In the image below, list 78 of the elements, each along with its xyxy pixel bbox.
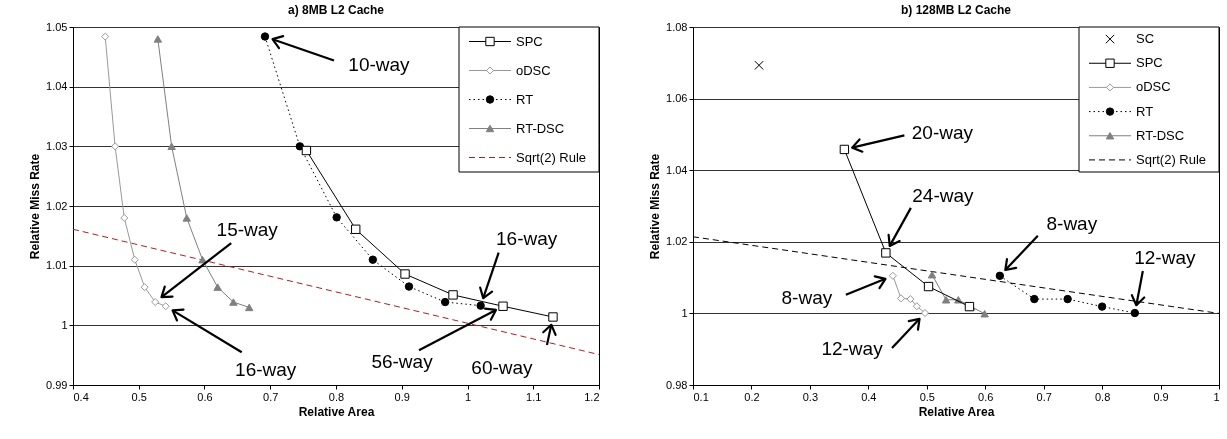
legend-label: RT xyxy=(1136,103,1154,119)
legend-label: oDSC xyxy=(1136,79,1171,95)
x-tick-label: 0.9 xyxy=(1153,390,1169,403)
x-tick-label: 0.2 xyxy=(744,390,760,403)
x-tick-label: 0.1 xyxy=(693,390,709,403)
x-tick-label: 1 xyxy=(1213,390,1220,403)
legend-label: Sqrt(2) Rule xyxy=(1136,151,1207,167)
x-tick-label: 0.5 xyxy=(131,390,147,403)
x-axis-title: Relative Area xyxy=(298,404,375,419)
chart-title: a) 8MB L2 Cache xyxy=(287,3,385,17)
legend-label: SPC xyxy=(516,33,543,49)
annotation: 60-way xyxy=(471,356,534,378)
x-tick-label: 0.8 xyxy=(1094,390,1111,403)
legend-label: RT-DSC xyxy=(516,120,565,136)
x-tick-label: 0.6 xyxy=(978,390,994,403)
legend-label: oDSC xyxy=(516,62,551,78)
y-tick-label: 1 xyxy=(681,306,688,319)
point xyxy=(927,271,937,279)
point xyxy=(980,310,989,318)
x-tick-label: 1 xyxy=(464,390,472,403)
point xyxy=(754,60,764,70)
x-tick-label: 1.2 xyxy=(584,390,600,403)
point xyxy=(897,294,906,303)
y-tick-label: 1.08 xyxy=(666,20,688,33)
x-tick-label: 0.4 xyxy=(861,390,877,403)
y-tick-label: 1.03 xyxy=(46,139,68,152)
annotation: 20-way xyxy=(911,122,974,144)
annotation: 12-way xyxy=(1134,247,1196,269)
x-tick-label: 0.9 xyxy=(394,390,410,403)
x-tick-label: 0.3 xyxy=(802,390,819,403)
point xyxy=(888,271,897,280)
point xyxy=(1097,302,1107,311)
point xyxy=(1130,308,1140,318)
legend-label: RT-DSC xyxy=(1136,127,1185,143)
y-tick-label: 1.06 xyxy=(666,92,688,105)
annotation: 8-way xyxy=(781,286,833,308)
point xyxy=(995,271,1005,281)
y-tick-label: 1.02 xyxy=(666,235,688,248)
annotation: 56-way xyxy=(371,351,434,373)
legend-label: SPC xyxy=(1136,55,1163,71)
annotation: 24-way xyxy=(912,184,974,206)
y-tick-label: 1 xyxy=(61,318,68,331)
annotation: 16-way xyxy=(235,359,297,381)
chart-title: b) 128MB L2 Cache xyxy=(900,3,1012,17)
point xyxy=(920,309,930,318)
point xyxy=(923,281,934,292)
annotation: 8-way xyxy=(1046,212,1098,234)
x-axis-title: Relative Area xyxy=(918,404,995,419)
y-tick-label: 1.05 xyxy=(46,20,68,33)
x-tick-label: 0.6 xyxy=(197,390,213,403)
x-tick-label: 0.4 xyxy=(73,390,89,403)
point xyxy=(839,144,850,155)
x-tick-label: 0.7 xyxy=(263,390,279,403)
y-tick-label: 0.99 xyxy=(46,378,68,391)
point xyxy=(1063,294,1072,304)
annotation: 12-way xyxy=(821,338,884,360)
legend-label: Sqrt(2) Rule xyxy=(516,149,587,165)
annotation: 10-way xyxy=(348,53,411,75)
y-axis-title: Relative Miss Rate xyxy=(648,153,663,260)
x-tick-label: 0.8 xyxy=(328,390,345,403)
x-tick-label: 0.7 xyxy=(1036,390,1052,403)
x-tick-label: 1.1 xyxy=(526,390,542,403)
point xyxy=(906,295,915,304)
y-axis-title: Relative Miss Rate xyxy=(28,153,43,260)
point xyxy=(912,302,921,311)
y-tick-label: 1.01 xyxy=(46,259,68,272)
point xyxy=(1030,294,1039,304)
x-tick-label: 0.5 xyxy=(919,390,935,403)
point xyxy=(941,296,951,304)
y-tick-label: 0.98 xyxy=(666,378,688,391)
y-tick-label: 1.04 xyxy=(666,163,688,176)
legend-label: SC xyxy=(1136,31,1155,47)
point xyxy=(881,248,891,258)
legend-label: RT xyxy=(516,91,534,107)
annotation: 16-way xyxy=(496,227,558,249)
y-tick-label: 1.02 xyxy=(46,199,68,212)
y-tick-label: 1.04 xyxy=(46,80,68,93)
annotation: 15-way xyxy=(216,219,279,241)
